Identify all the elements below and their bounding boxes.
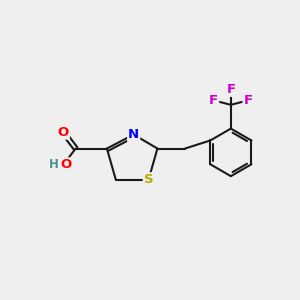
Text: F: F bbox=[244, 94, 253, 107]
Text: F: F bbox=[226, 83, 236, 96]
Text: H: H bbox=[49, 158, 58, 171]
Text: O: O bbox=[58, 126, 69, 139]
Text: F: F bbox=[209, 94, 218, 107]
Text: N: N bbox=[128, 128, 139, 141]
Text: O: O bbox=[60, 158, 71, 171]
Text: S: S bbox=[144, 173, 153, 186]
